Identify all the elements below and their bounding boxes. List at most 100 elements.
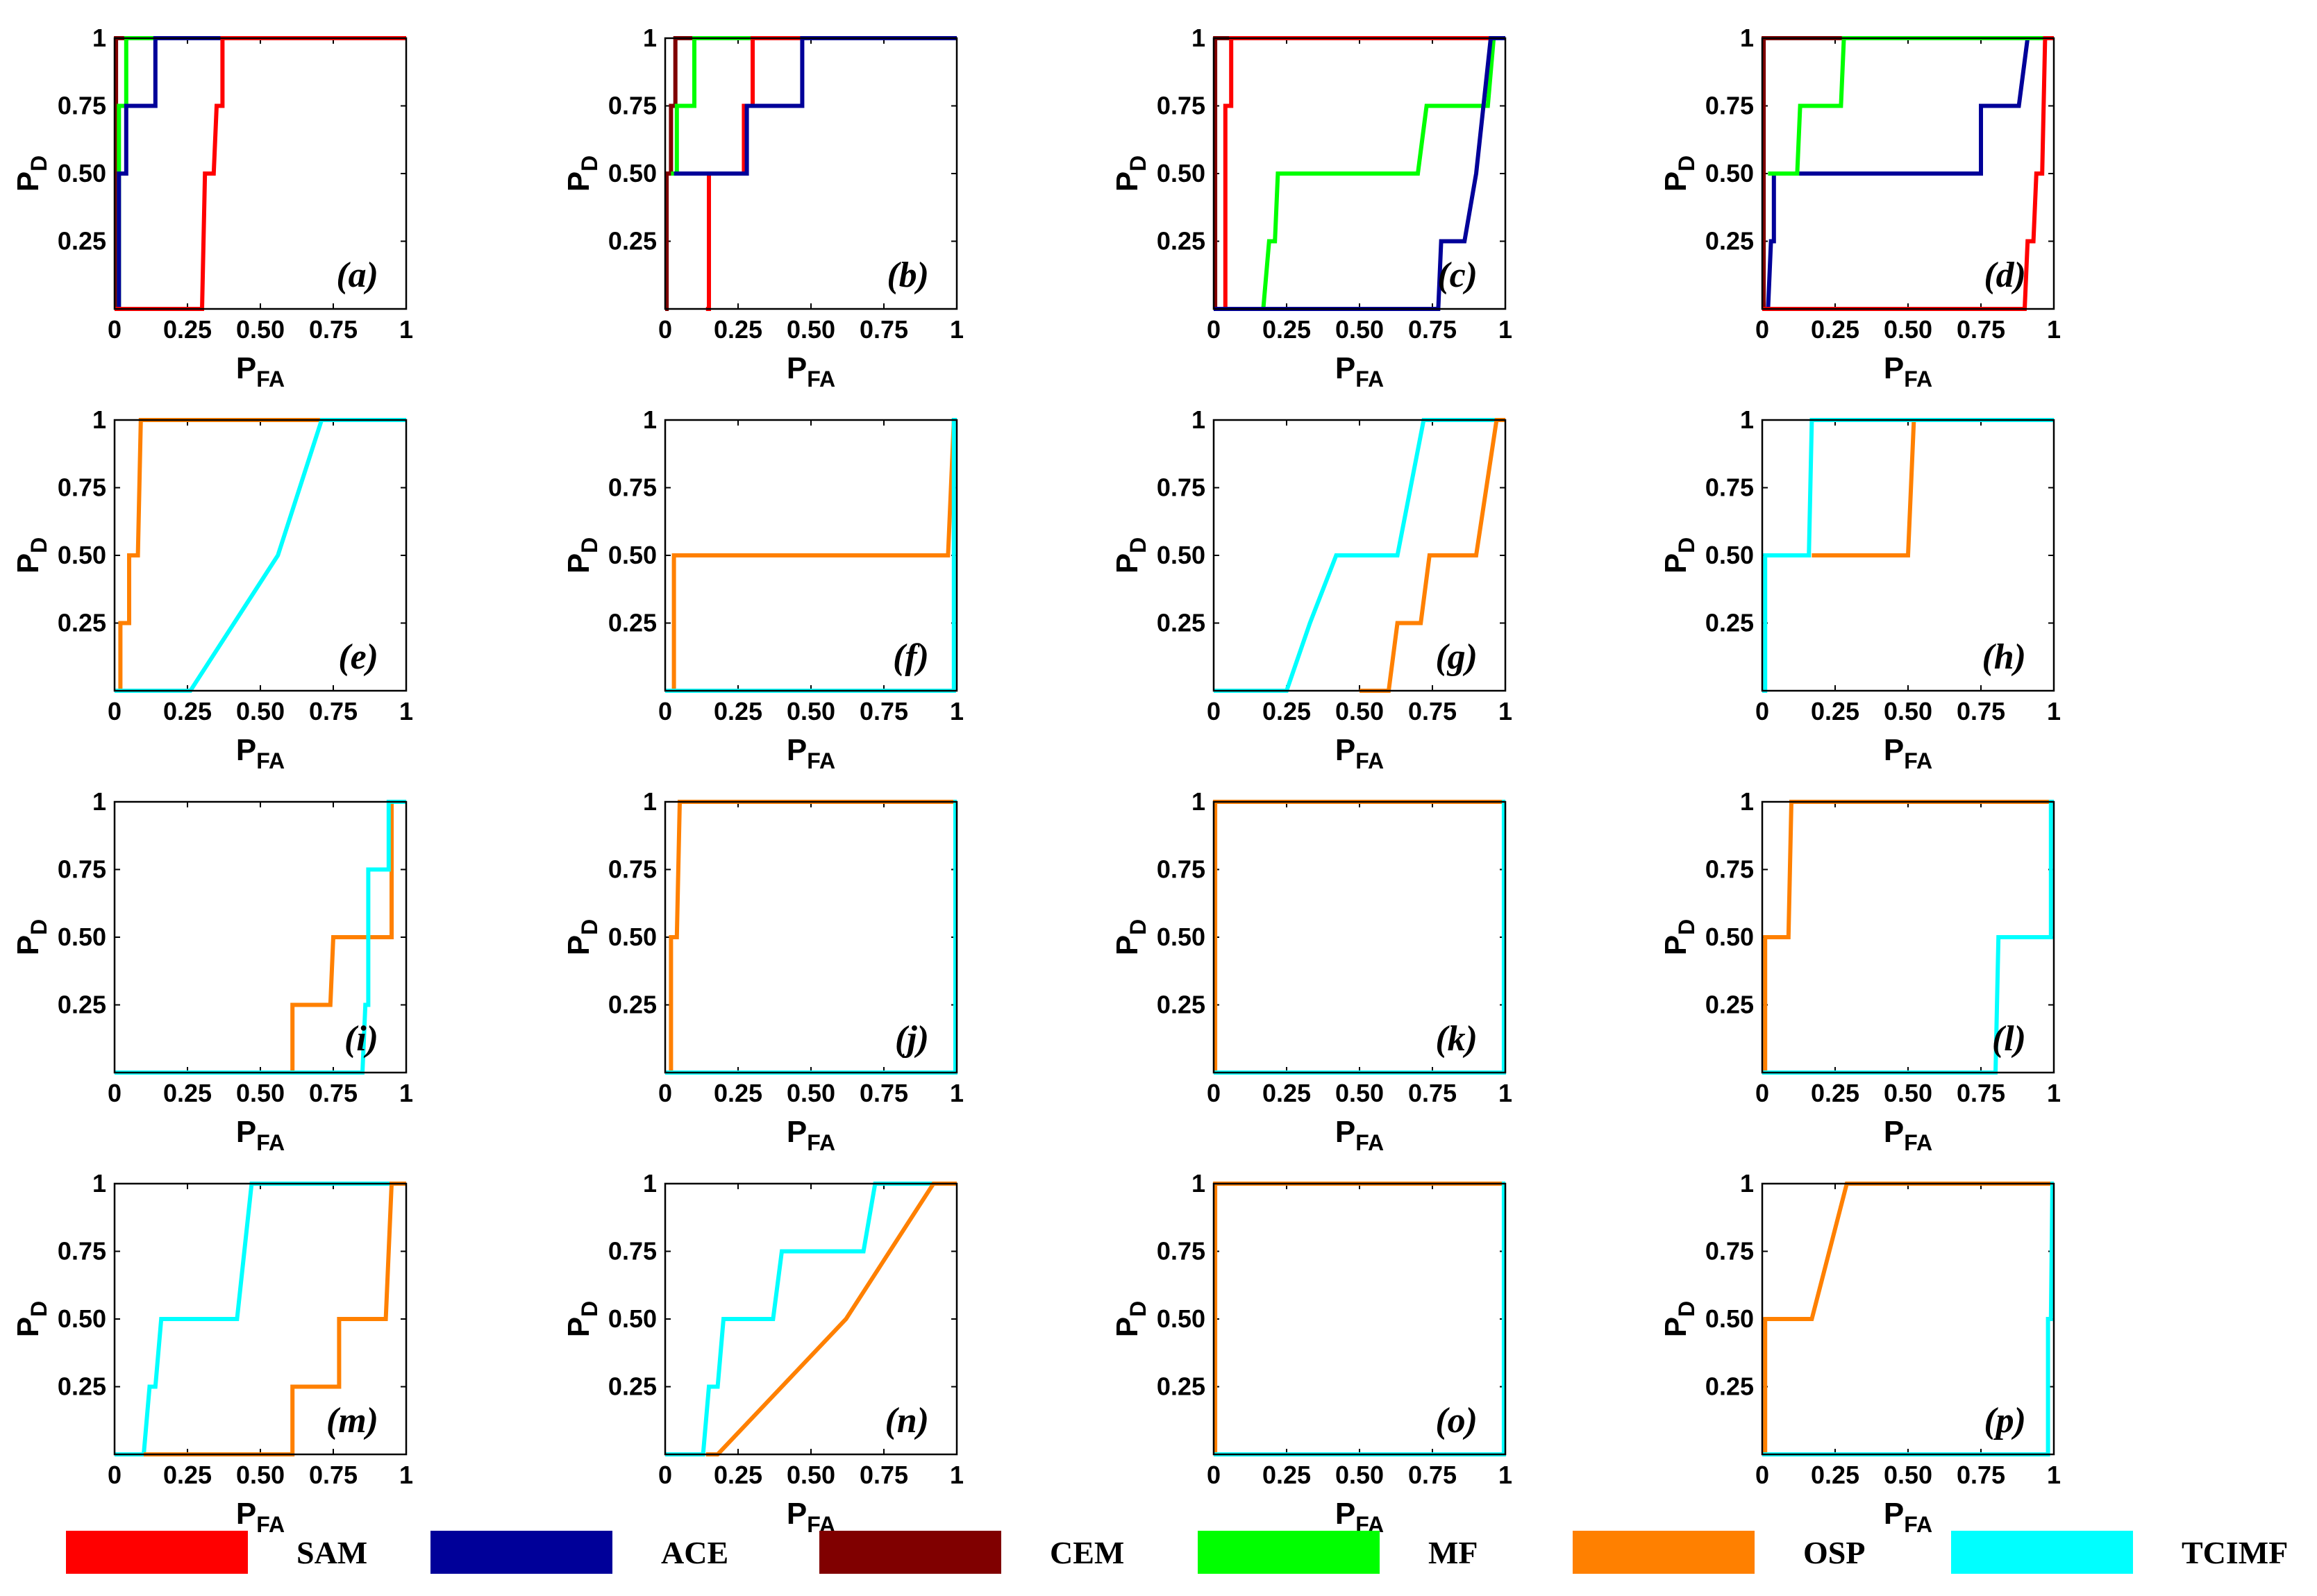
y-tick-label: 0.75 (58, 473, 106, 502)
x-tick-label: 1 (2047, 697, 2061, 725)
x-tick-label: 0.25 (1262, 315, 1311, 344)
y-axis-label-sub: D (1126, 919, 1151, 935)
x-tick-label: 0.50 (236, 315, 285, 344)
x-tick-label: 0 (658, 315, 672, 344)
y-tick-label: 0.25 (1705, 1372, 1754, 1401)
y-tick-label: 0.25 (608, 227, 657, 255)
y-tick-label: 1 (92, 405, 106, 434)
x-tick-label: 0 (1207, 697, 1221, 725)
x-axis-label: PFA (1335, 1115, 1384, 1155)
y-tick-label: 0.75 (1705, 855, 1754, 884)
y-tick-label: 1 (1191, 405, 1205, 434)
x-tick-label: 0.25 (163, 315, 212, 344)
legend-label: MF (1428, 1535, 1478, 1570)
x-tick-label: 0.25 (1811, 1079, 1859, 1107)
series-line-ace (674, 36, 957, 176)
panel-label: (j) (895, 1019, 929, 1059)
series-line-sam (705, 36, 957, 311)
x-axis-label-sub: FA (256, 1512, 285, 1537)
plot-frame (113, 1182, 408, 1456)
plot-frame (113, 800, 408, 1074)
x-axis-label: PFA (1884, 1497, 1932, 1537)
y-tick-label: 0.75 (58, 1237, 106, 1266)
x-axis-label-sub: FA (807, 1130, 835, 1155)
y-axis-label-main: P (1110, 935, 1144, 955)
legend-item-sam: SAM (66, 1531, 367, 1574)
x-tick-label: 1 (2047, 1461, 2061, 1489)
y-axis-label-main: P (1110, 171, 1144, 192)
series-line-ace (1762, 36, 2054, 311)
x-tick-label: 0.75 (1408, 697, 1457, 725)
y-tick-label: 1 (92, 787, 106, 816)
y-tick-label: 0.25 (1705, 609, 1754, 637)
y-axis-label-sub: D (1674, 1301, 1699, 1317)
x-tick-label: 0.75 (860, 1461, 908, 1489)
plot-frame (664, 37, 958, 310)
series-line-tcimf (115, 1182, 406, 1456)
y-axis-label: PD (1659, 1301, 1699, 1337)
y-axis-label-main: P (562, 1317, 596, 1337)
plot-frame (113, 419, 408, 692)
y-tick-label: 1 (643, 24, 657, 52)
x-tick-label: 0.75 (1408, 1461, 1457, 1489)
x-tick-label: 1 (1498, 1461, 1512, 1489)
x-tick-label: 0 (108, 697, 122, 725)
y-tick-label: 0.50 (608, 923, 657, 951)
x-tick-label: 0 (1207, 1079, 1221, 1107)
y-axis-label-main: P (1659, 171, 1693, 192)
plot-frame (664, 800, 958, 1074)
x-tick-label: 1 (950, 697, 964, 725)
panel-label: (g) (1435, 637, 1478, 677)
series-line-sam (1762, 36, 2054, 311)
legend-item-osp: OSP (1573, 1531, 1865, 1574)
y-tick-label: 0.50 (1157, 159, 1205, 187)
x-axis-label-main: P (1335, 351, 1355, 385)
y-axis-label-sub: D (26, 537, 51, 553)
x-axis-label: PFA (1884, 1115, 1932, 1155)
x-tick-label: 0.50 (1335, 1461, 1384, 1489)
x-axis-label-main: P (1884, 351, 1904, 385)
x-tick-label: 0 (1207, 1461, 1221, 1489)
x-tick-label: 1 (950, 1461, 964, 1489)
y-tick-label: 0.75 (58, 92, 106, 120)
y-axis-label-sub: D (1126, 156, 1151, 171)
y-tick-label: 0.25 (1157, 1372, 1205, 1401)
y-tick-label: 1 (1740, 787, 1754, 816)
plot-frame (1212, 800, 1507, 1074)
y-tick-label: 0.50 (608, 159, 657, 187)
y-axis-label-main: P (1659, 553, 1693, 573)
x-tick-label: 0.75 (860, 315, 908, 344)
y-tick-label: 0.25 (1705, 227, 1754, 255)
y-axis-label: PD (562, 1301, 602, 1337)
legend-label: SAM (296, 1535, 367, 1570)
x-axis-label-main: P (787, 733, 807, 767)
panel-label: (h) (1982, 637, 2026, 677)
y-tick-label: 0.50 (58, 541, 106, 569)
series-line-mf (1214, 37, 1496, 311)
x-axis-label-sub: FA (1355, 1130, 1384, 1155)
y-tick-label: 0.75 (58, 855, 106, 884)
x-axis-label-sub: FA (256, 367, 285, 392)
y-axis-label-sub: D (26, 1301, 51, 1317)
x-tick-label: 0.75 (1957, 1461, 2005, 1489)
x-axis-label-main: P (1884, 1115, 1904, 1149)
y-axis-label-sub: D (1674, 537, 1699, 553)
y-axis-label: PD (562, 156, 602, 192)
x-axis-label-main: P (1884, 733, 1904, 767)
y-axis-label-main: P (562, 935, 596, 955)
x-tick-label: 0.25 (163, 1079, 212, 1107)
x-tick-label: 0.25 (714, 697, 762, 725)
y-axis-label: PD (11, 919, 51, 955)
y-axis-label-sub: D (26, 156, 51, 171)
x-axis-label: PFA (236, 733, 285, 773)
series-line-osp (1812, 418, 2054, 557)
x-tick-label: 0.50 (236, 697, 285, 725)
y-tick-label: 0.50 (608, 1304, 657, 1333)
y-tick-label: 0.75 (1705, 92, 1754, 120)
x-tick-label: 0.50 (1335, 1079, 1384, 1107)
x-tick-label: 0.25 (163, 1461, 212, 1489)
y-tick-label: 0.25 (58, 609, 106, 637)
x-tick-label: 0.75 (309, 1079, 358, 1107)
